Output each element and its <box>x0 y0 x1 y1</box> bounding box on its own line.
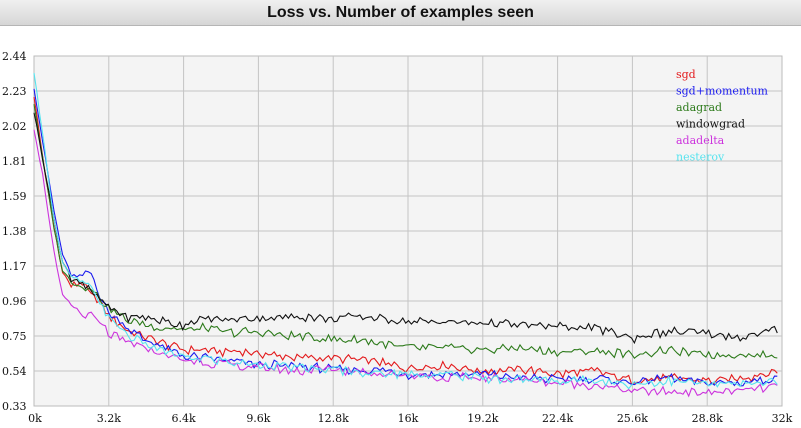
x-tick-label: 22.4k <box>542 412 573 425</box>
y-tick-label: 1.38 <box>2 225 27 238</box>
y-tick-label: 1.59 <box>2 190 27 203</box>
y-tick-label: 2.23 <box>2 85 27 98</box>
x-tick-label: 6.4k <box>172 412 196 425</box>
legend-entry: adagrad <box>676 101 722 114</box>
x-tick-label: 0k <box>28 412 42 425</box>
legend-entry: sgd+momentum <box>676 85 769 98</box>
loss-chart: 0k 3.2k 6.4k 9.6k 12.8k 16k 19.2k 22.4k 25.6k 28.… <box>2 50 793 425</box>
x-tick-label: 25.6k <box>617 412 648 425</box>
y-tick-label: 1.17 <box>2 260 27 273</box>
y-tick-label: 1.81 <box>2 155 27 168</box>
series-line-nesterov <box>33 73 778 390</box>
legend-entry: adadelta <box>676 134 725 147</box>
x-tick-label: 32k <box>772 412 793 425</box>
series-line-windowgrad <box>33 112 778 345</box>
legend-entry: sgd <box>676 68 696 81</box>
x-tick-label: 12.8k <box>318 412 349 425</box>
series-line-adadelta <box>33 129 778 398</box>
legend-entry: nesterov <box>676 151 725 164</box>
x-tick-label: 16k <box>398 412 419 425</box>
y-tick-label: 0.96 <box>2 295 27 308</box>
legend-entry: windowgrad <box>676 118 745 131</box>
x-tick-label: 9.6k <box>246 412 270 425</box>
x-tick-label: 19.2k <box>467 412 498 425</box>
chart-title: Loss vs. Number of examples seen <box>267 4 534 21</box>
y-tick-label: 2.02 <box>2 120 27 133</box>
x-tick-label: 3.2k <box>97 412 121 425</box>
series-line-adagrad <box>33 104 778 360</box>
y-tick-label: 2.44 <box>2 50 27 63</box>
y-tick-label: 0.33 <box>2 400 27 413</box>
y-tick-label: 0.54 <box>2 365 27 378</box>
x-tick-label: 28.8k <box>692 412 723 425</box>
chart-title-bar: Loss vs. Number of examples seen <box>0 0 801 26</box>
y-tick-label: 0.75 <box>2 330 27 343</box>
